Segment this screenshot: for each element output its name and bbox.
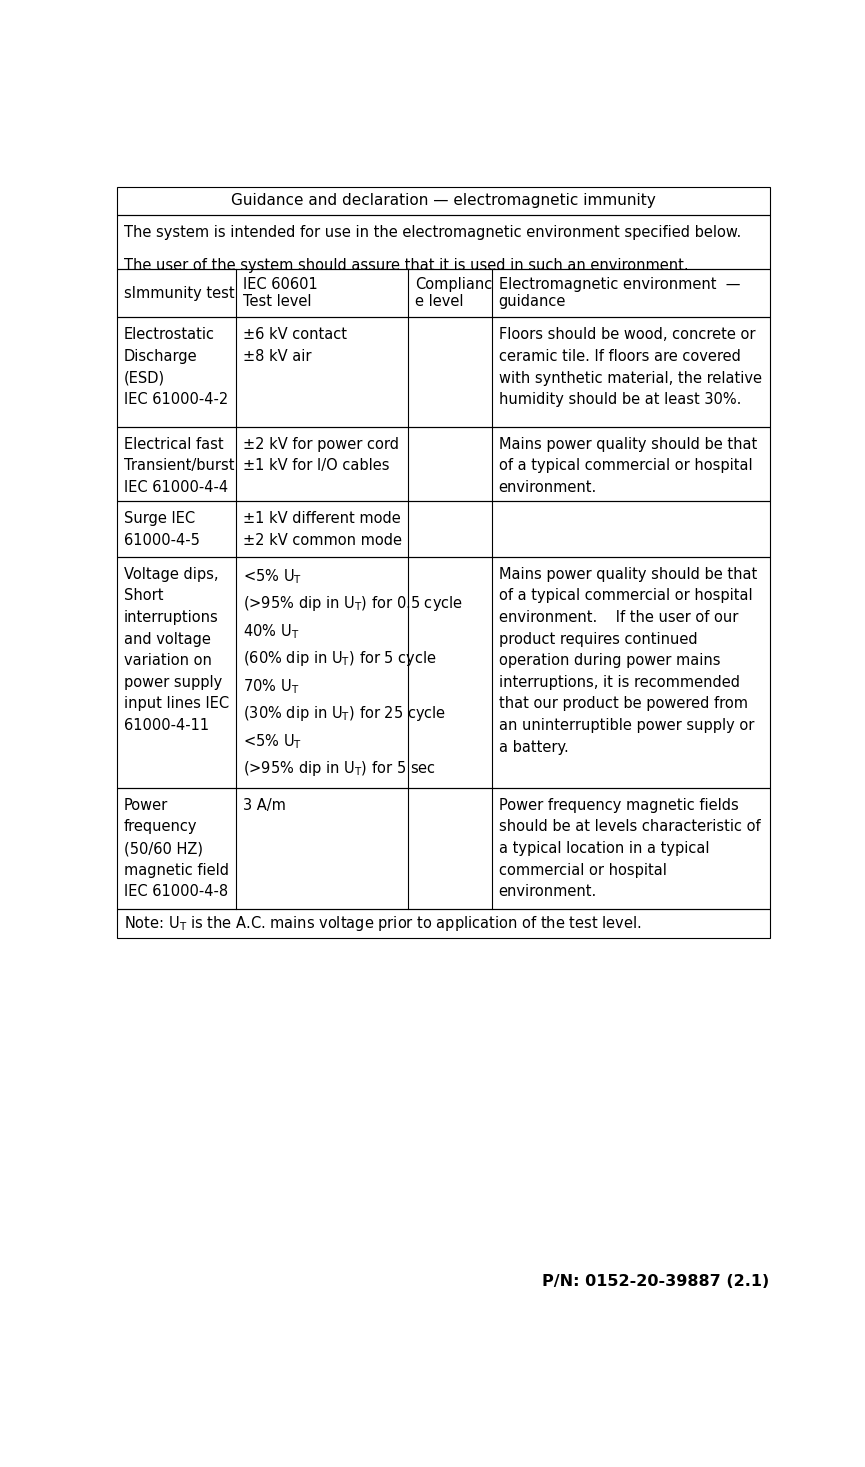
Text: Electromagnetic environment  —
guidance: Electromagnetic environment — guidance [498, 277, 740, 310]
Text: Surge IEC
61000-4-5: Surge IEC 61000-4-5 [124, 512, 200, 549]
Text: (>95% dip in U$_\mathregular{T}$) for 5 sec: (>95% dip in U$_\mathregular{T}$) for 5 … [243, 760, 436, 779]
Text: Note: U$_\mathregular{T}$ is the A.C. mains voltage prior to application of the : Note: U$_\mathregular{T}$ is the A.C. ma… [124, 914, 641, 933]
Bar [117, 502, 770, 557]
Text: Electrostatic
Discharge
(ESD)
IEC 61000-4-2: Electrostatic Discharge (ESD) IEC 61000-… [124, 327, 228, 408]
Text: (>95% dip in U$_\mathregular{T}$) for 0.5 cycle: (>95% dip in U$_\mathregular{T}$) for 0.… [243, 594, 464, 613]
Text: Power frequency magnetic fields
should be at levels characteristic of
a typical : Power frequency magnetic fields should b… [498, 798, 760, 899]
Text: IEC 60601
Test level: IEC 60601 Test level [243, 277, 318, 310]
Text: (60% dip in U$_\mathregular{T}$) for 5 cycle: (60% dip in U$_\mathregular{T}$) for 5 c… [243, 650, 437, 669]
Text: Voltage dips,
Short
interruptions
and voltage
variation on
power supply
input li: Voltage dips, Short interruptions and vo… [124, 566, 229, 734]
Bar [117, 427, 770, 502]
Text: Power
frequency
(50/60 HZ)
magnetic field
IEC 61000-4-8: Power frequency (50/60 HZ) magnetic fiel… [124, 798, 229, 899]
Text: The user of the system should assure that it is used in such an environment.: The user of the system should assure tha… [124, 258, 689, 273]
Text: Mains power quality should be that
of a typical commercial or hospital
environme: Mains power quality should be that of a … [498, 566, 757, 754]
Bar [117, 317, 770, 427]
Bar [117, 216, 770, 268]
Bar [117, 557, 770, 788]
Bar [117, 788, 770, 910]
Bar [117, 268, 770, 317]
Text: 70% U$_\mathregular{T}$: 70% U$_\mathregular{T}$ [243, 676, 299, 695]
Bar [117, 186, 770, 216]
Text: sImmunity test: sImmunity test [124, 286, 234, 301]
Text: 40% U$_\mathregular{T}$: 40% U$_\mathregular{T}$ [243, 622, 299, 641]
Text: <5% U$_\mathregular{T}$: <5% U$_\mathregular{T}$ [243, 732, 303, 751]
Text: Electrical fast
Transient/burst
IEC 61000-4-4: Electrical fast Transient/burst IEC 6100… [124, 437, 234, 494]
Text: Mains power quality should be that
of a typical commercial or hospital
environme: Mains power quality should be that of a … [498, 437, 757, 494]
Text: P/N: 0152-20-39887 (2.1): P/N: 0152-20-39887 (2.1) [542, 1273, 770, 1288]
Text: Floors should be wood, concrete or
ceramic tile. If floors are covered
with synt: Floors should be wood, concrete or ceram… [498, 327, 761, 408]
Text: Complianc
e level: Complianc e level [415, 277, 492, 310]
Text: <5% U$_\mathregular{T}$: <5% U$_\mathregular{T}$ [243, 566, 303, 585]
Text: ±1 kV different mode
±2 kV common mode: ±1 kV different mode ±2 kV common mode [243, 512, 402, 549]
Text: ±6 kV contact
±8 kV air: ±6 kV contact ±8 kV air [243, 327, 348, 364]
Text: The system is intended for use in the electromagnetic environment specified belo: The system is intended for use in the el… [124, 224, 741, 241]
Text: 3 A/m: 3 A/m [243, 798, 286, 813]
Bar [117, 910, 770, 937]
Text: ±2 kV for power cord
±1 kV for I/O cables: ±2 kV for power cord ±1 kV for I/O cable… [243, 437, 400, 474]
Text: Guidance and declaration — electromagnetic immunity: Guidance and declaration — electromagnet… [231, 194, 656, 208]
Text: (30% dip in U$_\mathregular{T}$) for 25 cycle: (30% dip in U$_\mathregular{T}$) for 25 … [243, 704, 446, 723]
